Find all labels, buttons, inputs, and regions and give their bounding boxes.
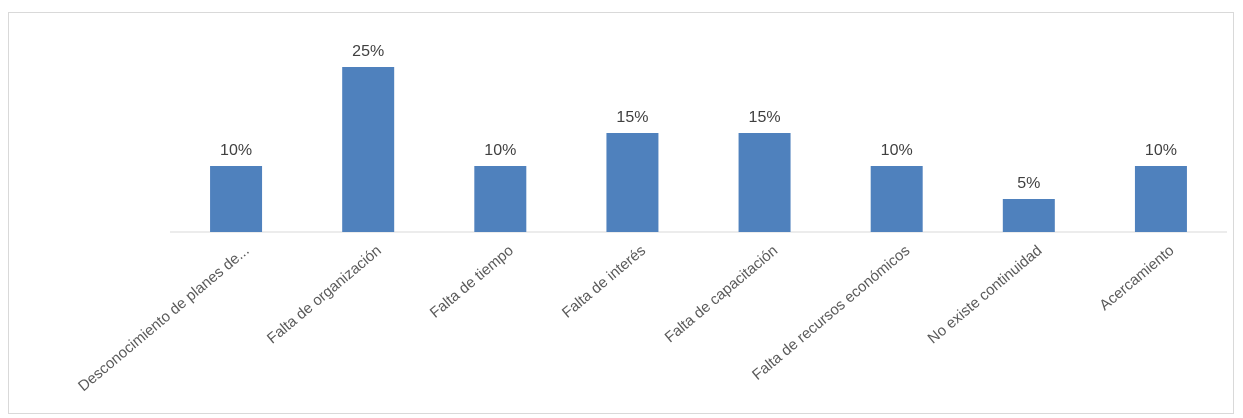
category-tick-label: Falta de capacitación xyxy=(662,242,782,346)
bar xyxy=(1134,166,1187,232)
category-tick-label: Desconocimiento de planes de... xyxy=(75,242,253,395)
category-tick-label: Falta de interés xyxy=(559,242,649,321)
bar xyxy=(1002,199,1055,232)
data-label: 10% xyxy=(220,142,252,159)
category-tick-label: Falta de tiempo xyxy=(427,242,517,321)
data-label: 10% xyxy=(1145,142,1177,159)
category-tick-label: No existe continuidad xyxy=(925,242,1046,347)
category-tick-label: Falta de recursos económicos xyxy=(749,242,913,384)
category-tick-label: Acercamiento xyxy=(1096,242,1177,314)
bar xyxy=(606,133,659,232)
data-label: 25% xyxy=(352,43,384,60)
bar xyxy=(870,166,923,232)
data-label: 10% xyxy=(881,142,913,159)
bars-group xyxy=(210,67,1187,232)
bar xyxy=(474,166,527,232)
data-label: 15% xyxy=(749,109,781,126)
data-label: 10% xyxy=(484,142,516,159)
bar xyxy=(342,67,395,232)
category-tick-label: Falta de organización xyxy=(264,242,385,347)
bar xyxy=(210,166,263,232)
data-label: 15% xyxy=(616,109,648,126)
data-labels-group: 10% 25% 10% 15% 15% 10% 5% 10% xyxy=(220,43,1177,192)
category-tick-labels-group: Desconocimiento de planes de... Falta de … xyxy=(75,242,1178,395)
data-label: 5% xyxy=(1017,175,1040,192)
bar xyxy=(738,133,791,232)
